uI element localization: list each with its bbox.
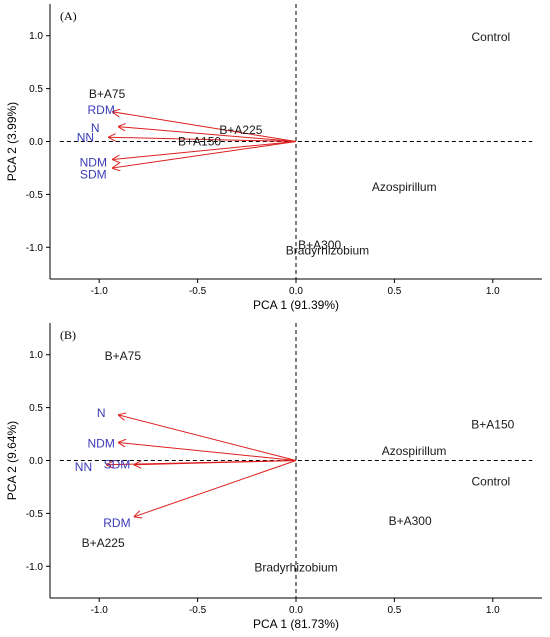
- loading-vector-rdm: [113, 112, 297, 142]
- treatment-label: B+A75: [105, 349, 142, 363]
- panel-label: (B): [60, 328, 76, 342]
- x-axis-title: PCA 1 (91.39%): [253, 298, 339, 312]
- variable-label: NDM: [80, 156, 107, 170]
- treatment-label: Bradyrhizobium: [254, 560, 337, 574]
- x-tick-label: 0.0: [289, 605, 303, 616]
- treatment-label: Control: [471, 475, 510, 489]
- panel-a: -1.0 -0.5 0.0 0.5 1.0 1.0 0.5 0.0 -0.5 -1.0 PCA 1 …: [5, 4, 542, 312]
- loading-vector-n: [119, 415, 297, 461]
- treatment-label: B+A225: [219, 123, 262, 137]
- treatment-label: B+A300: [298, 238, 341, 252]
- treatment-label: Azospirillum: [382, 444, 447, 458]
- loading-vector-rdm: [135, 460, 297, 517]
- y-tick-label: 1.0: [29, 350, 43, 361]
- x-tick-label: -1.0: [91, 605, 109, 616]
- treatment-label: B+A300: [389, 514, 432, 528]
- x-tick-label: 0.5: [387, 605, 401, 616]
- loading-vector-nn: [109, 137, 297, 142]
- x-tick-label: 0.0: [289, 286, 303, 297]
- y-tick-label: 1.0: [29, 31, 43, 42]
- treatment-label: B+A225: [82, 536, 125, 550]
- y-tick-label: 0.0: [29, 137, 43, 148]
- variable-label: RDM: [88, 103, 115, 117]
- treatment-label: Bradyrhizobium: [286, 243, 369, 257]
- x-tick-label: 1.0: [486, 605, 500, 616]
- treatment-label: B+A150: [471, 418, 514, 432]
- x-tick-label: -0.5: [189, 605, 207, 616]
- variable-label: SDM: [80, 167, 107, 181]
- variable-label: NN: [77, 130, 94, 144]
- loading-vector-ndm: [113, 141, 297, 160]
- y-tick-label: 0.5: [29, 403, 43, 414]
- loading-vector-sdm: [135, 460, 297, 465]
- variable-label: N: [97, 406, 106, 420]
- y-axis-title: PCA 2 (3.99%): [5, 102, 19, 181]
- y-tick-label: -1.0: [26, 243, 44, 254]
- loading-vector-sdm: [113, 141, 297, 168]
- y-axis-title: PCA 2 (9.64%): [5, 421, 19, 500]
- y-tick-label: 0.5: [29, 84, 43, 95]
- x-tick-label: -0.5: [189, 286, 207, 297]
- treatment-label: Control: [471, 30, 510, 44]
- variable-label: RDM: [103, 516, 130, 530]
- x-tick-label: 0.5: [387, 286, 401, 297]
- variable-label: NDM: [88, 437, 115, 451]
- y-tick-label: -0.5: [26, 509, 44, 520]
- variable-label: SDM: [104, 458, 131, 472]
- x-axis-title: PCA 1 (81.73%): [253, 617, 339, 631]
- treatment-label: Azospirillum: [372, 180, 437, 194]
- treatment-label: B+A150: [178, 135, 221, 149]
- panel-b: -1.0 -0.5 0.0 0.5 1.0 1.0 0.5 0.0 -0.5 -1.0 PCA 1 …: [5, 323, 542, 631]
- y-tick-label: 0.0: [29, 456, 43, 467]
- loading-vector-ndm: [119, 443, 297, 461]
- x-tick-label: 1.0: [486, 286, 500, 297]
- y-tick-label: -1.0: [26, 562, 44, 573]
- panel-label: (A): [60, 9, 77, 23]
- x-tick-label: -1.0: [91, 286, 109, 297]
- loading-vector-n: [119, 127, 297, 142]
- variable-label: NN: [75, 460, 92, 474]
- treatment-label: B+A75: [89, 87, 126, 101]
- y-tick-label: -0.5: [26, 190, 44, 201]
- variable-label: N: [91, 121, 100, 135]
